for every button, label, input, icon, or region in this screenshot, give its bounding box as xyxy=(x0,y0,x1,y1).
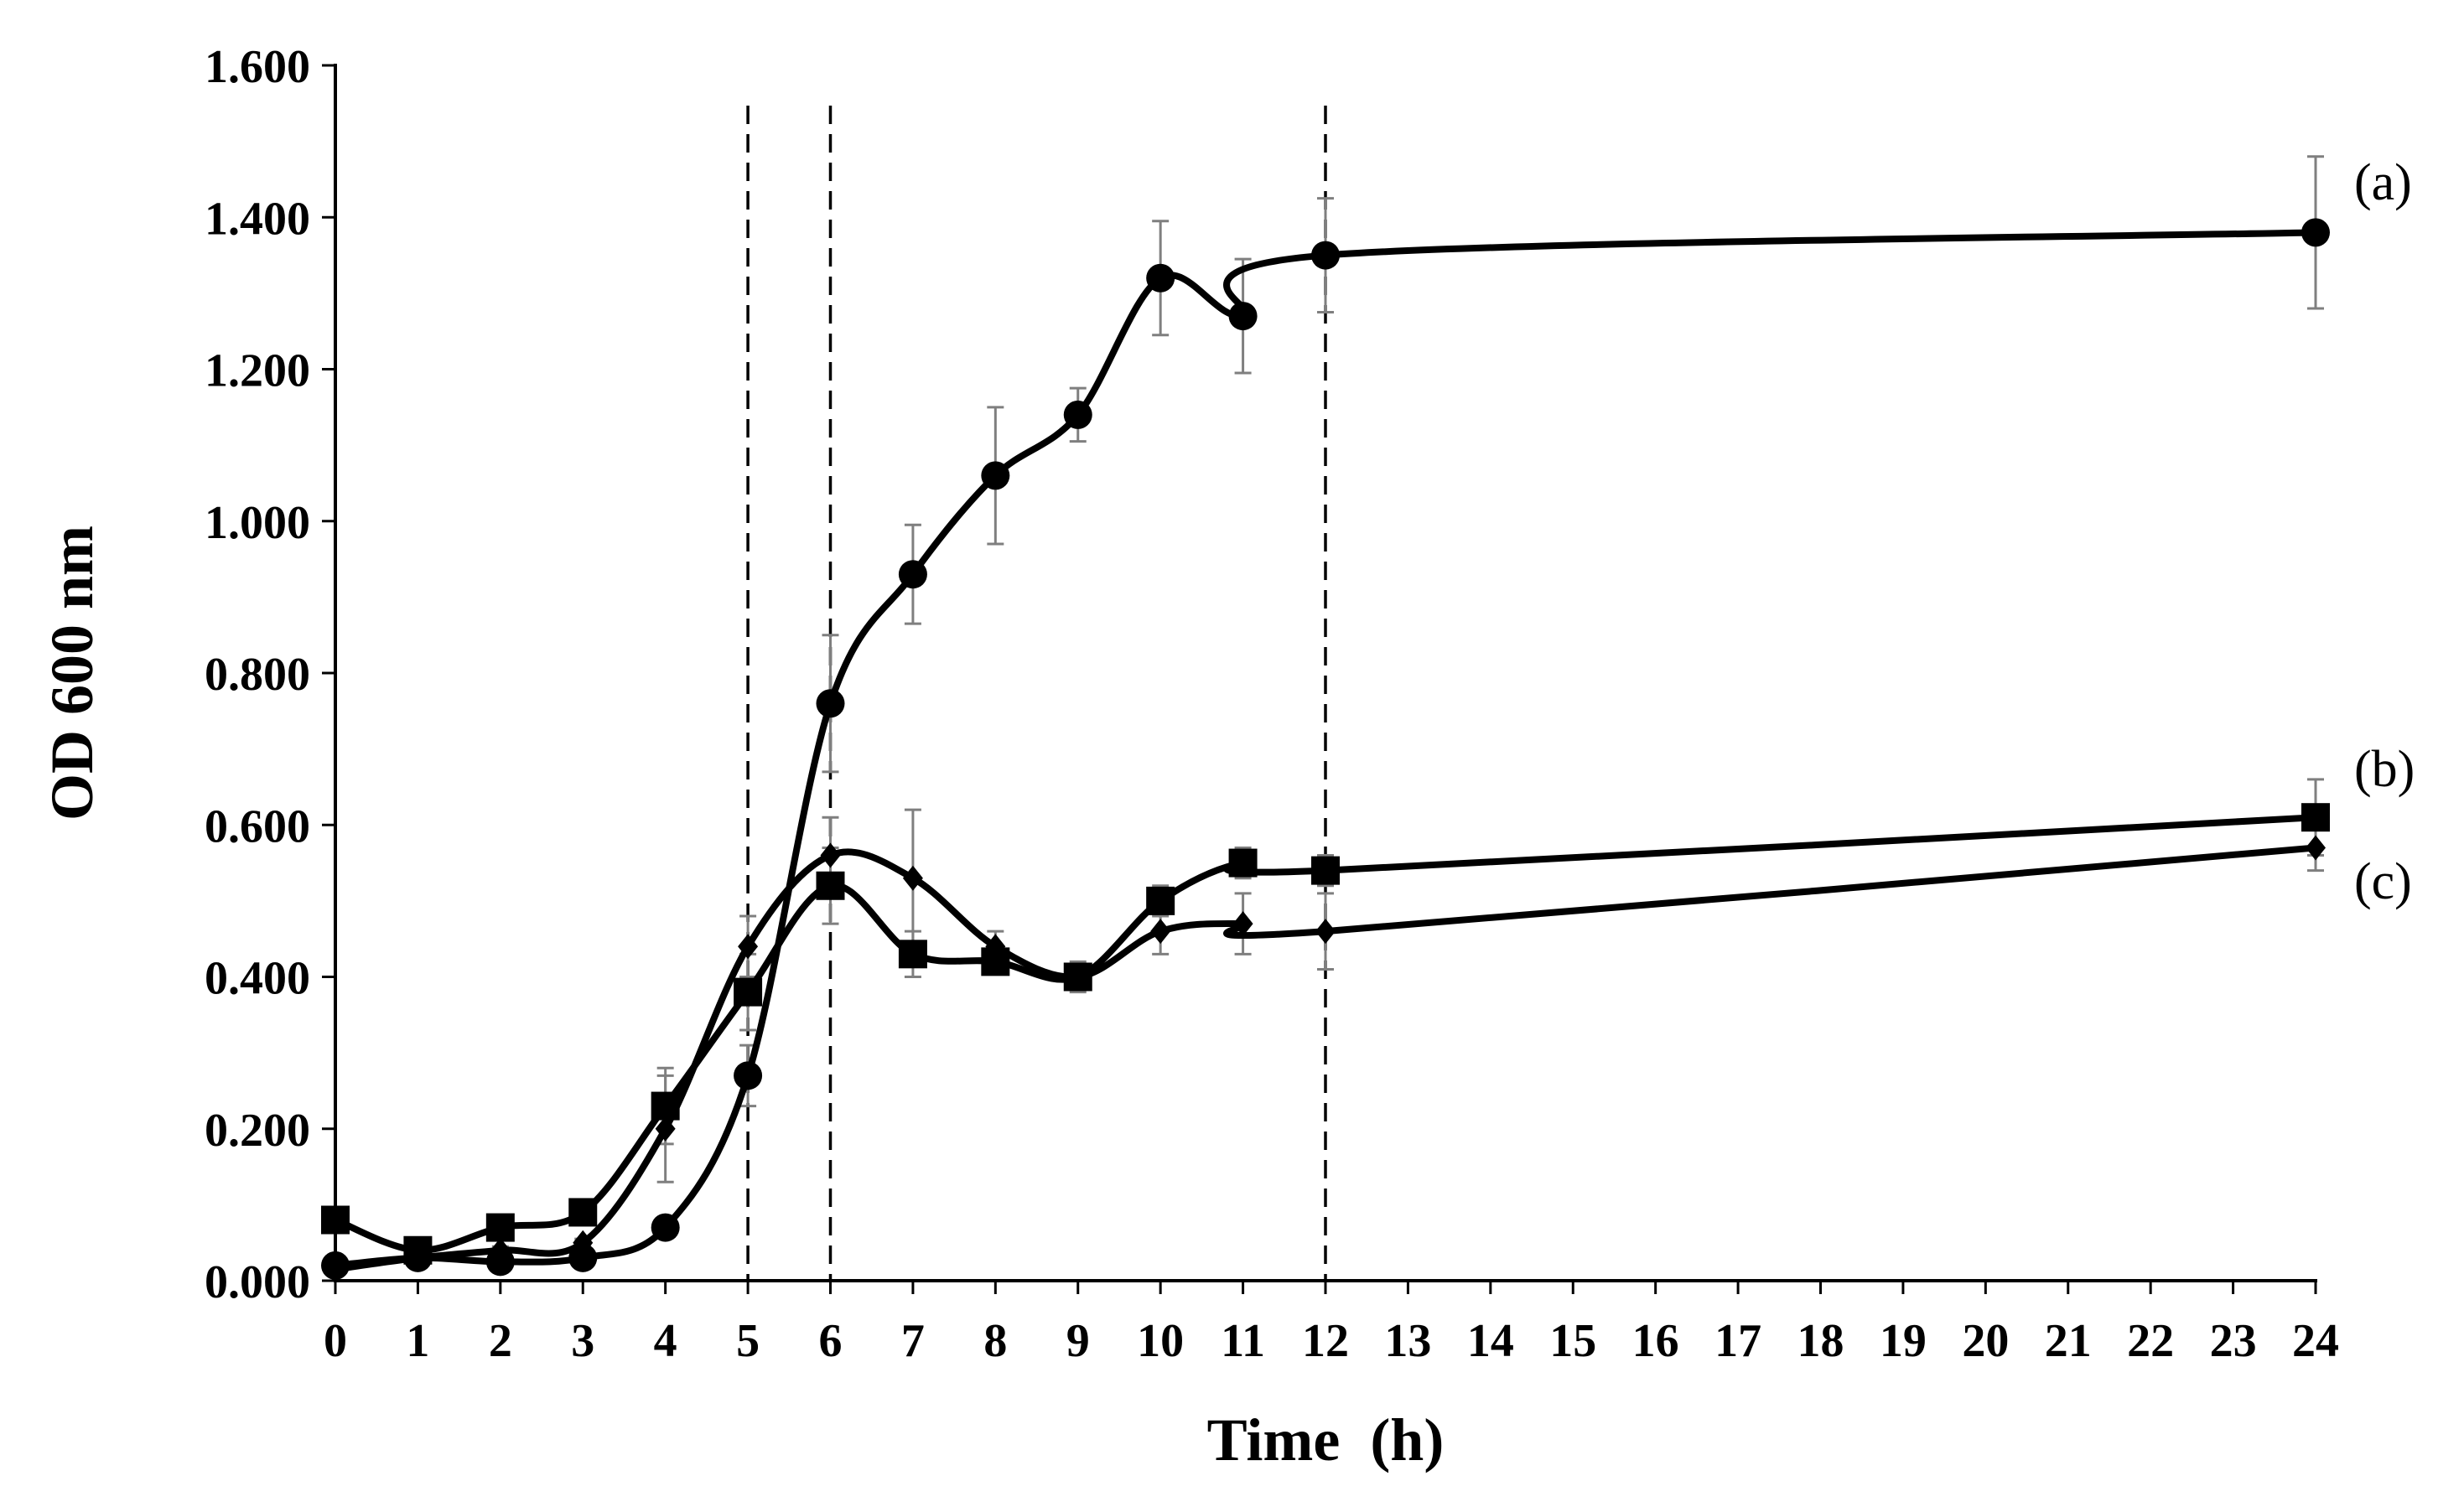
x-tick-label: 7 xyxy=(901,1315,925,1367)
markers-group xyxy=(321,218,2330,1282)
data-point-circle xyxy=(1311,241,1340,270)
data-point-diamond xyxy=(1150,919,1171,945)
x-tick-label: 2 xyxy=(489,1315,512,1367)
data-point-diamond xyxy=(738,934,759,960)
data-point-circle xyxy=(1228,302,1258,331)
x-tick-label: 0 xyxy=(324,1315,347,1367)
y-tick-label: 1.200 xyxy=(205,345,310,397)
data-point-square xyxy=(1146,886,1175,915)
data-point-square xyxy=(734,977,763,1007)
x-tick-label: 8 xyxy=(983,1315,1007,1367)
data-point-diamond xyxy=(655,1116,676,1142)
data-point-diamond xyxy=(985,934,1006,960)
data-point-diamond xyxy=(902,865,923,891)
data-point-square xyxy=(1311,856,1340,885)
x-tick-label: 9 xyxy=(1066,1315,1090,1367)
data-point-circle xyxy=(816,689,845,718)
data-point-circle xyxy=(2301,218,2330,247)
data-point-circle xyxy=(898,560,927,589)
y-tick-label: 1.400 xyxy=(205,193,310,245)
data-point-diamond xyxy=(1232,911,1253,937)
y-tick-label: 0.000 xyxy=(205,1256,310,1308)
x-tick-label: 5 xyxy=(736,1315,760,1367)
x-tick-label: 18 xyxy=(1797,1315,1844,1367)
data-point-diamond xyxy=(2306,835,2326,861)
x-tick-label: 23 xyxy=(2210,1315,2257,1367)
x-tick-label: 24 xyxy=(2292,1315,2339,1367)
series-labels-group: (a) (b) (c) xyxy=(2354,154,2415,910)
data-point-circle xyxy=(651,1213,680,1242)
data-point-diamond xyxy=(407,1245,428,1271)
x-tick-label: 22 xyxy=(2127,1315,2174,1367)
data-point-square xyxy=(816,871,845,900)
data-point-square xyxy=(2301,803,2330,832)
data-point-diamond xyxy=(573,1230,594,1256)
data-point-diamond xyxy=(1067,964,1088,990)
x-tick-label: 20 xyxy=(1962,1315,2009,1367)
x-axis-title: Time (h) xyxy=(1207,1406,1445,1473)
data-point-diamond xyxy=(1315,919,1336,945)
data-point-square xyxy=(1228,848,1258,878)
data-point-circle xyxy=(1146,263,1175,293)
y-tick-label: 1.000 xyxy=(205,497,310,549)
data-point-square xyxy=(485,1213,515,1242)
data-point-circle xyxy=(981,461,1010,490)
y-tick-label: 0.600 xyxy=(205,800,310,852)
data-point-circle xyxy=(568,1243,598,1272)
x-tick-label: 13 xyxy=(1384,1315,1431,1367)
data-point-square xyxy=(651,1091,680,1121)
y-tick-label: 0.400 xyxy=(205,953,310,1005)
y-tick-label: 0.200 xyxy=(205,1105,310,1157)
series-label-2: (b) xyxy=(2354,741,2415,798)
y-tick-label: 1.600 xyxy=(205,41,310,93)
x-tick-label: 14 xyxy=(1467,1315,1514,1367)
y-axis-title: OD 600 nm xyxy=(39,526,106,821)
x-tick-label: 6 xyxy=(819,1315,843,1367)
data-point-circle xyxy=(734,1061,763,1090)
x-tick-label: 12 xyxy=(1302,1315,1349,1367)
x-tick-label: 19 xyxy=(1880,1315,1927,1367)
x-tick-label: 21 xyxy=(2045,1315,2092,1367)
data-point-square xyxy=(568,1198,598,1227)
x-tick-label: 3 xyxy=(571,1315,594,1367)
data-point-square xyxy=(898,940,927,969)
x-tick-label: 1 xyxy=(406,1315,429,1367)
series-label-1: (a) xyxy=(2354,154,2412,211)
x-tick-label: 10 xyxy=(1137,1315,1184,1367)
x-tick-label: 11 xyxy=(1221,1315,1265,1367)
data-point-diamond xyxy=(820,842,841,868)
y-ticks-group: 0.000 0.200 0.400 0.600 0.800 1.000 1.200 1.400… xyxy=(205,41,335,1308)
data-point-diamond xyxy=(490,1237,511,1263)
x-tick-label: 15 xyxy=(1549,1315,1596,1367)
y-tick-label: 0.800 xyxy=(205,649,310,701)
x-tick-label: 17 xyxy=(1714,1315,1761,1367)
x-tick-label: 16 xyxy=(1632,1315,1679,1367)
x-ticks-group: 0 1 2 3 4 5 6 7 8 9 10 11 12 13 14 15 16 17 18 19 20 21 22 23 24 xyxy=(324,1281,2339,1367)
x-tick-label: 4 xyxy=(654,1315,677,1367)
data-point-circle xyxy=(1063,400,1092,429)
series-label-3: (c) xyxy=(2354,853,2412,910)
